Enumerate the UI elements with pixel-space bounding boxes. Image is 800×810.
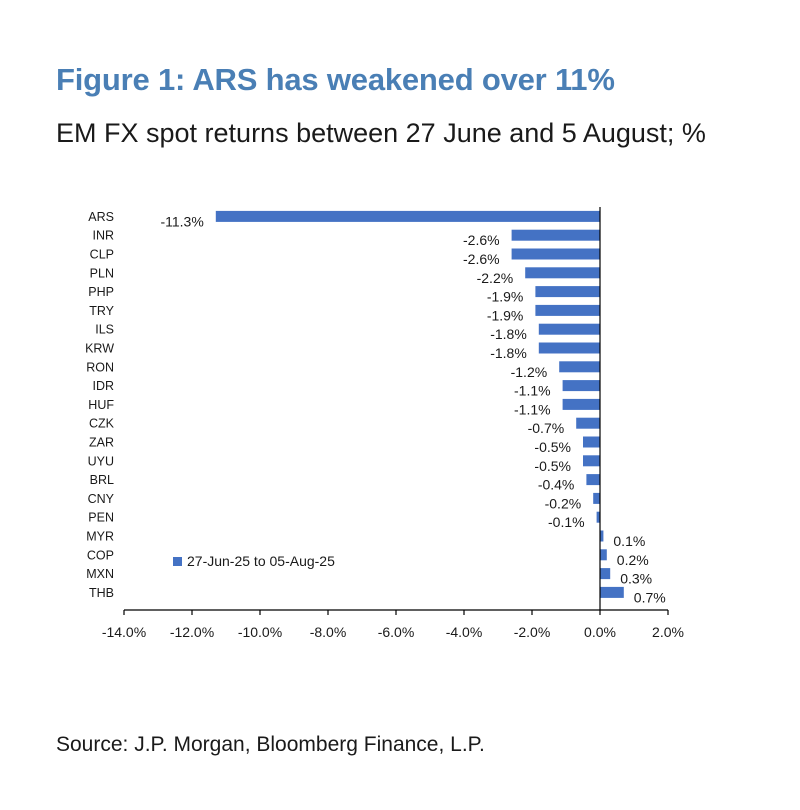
data-label: 0.7% bbox=[634, 589, 666, 605]
chart-legend: 27-Jun-25 to 05-Aug-25 bbox=[173, 553, 335, 569]
data-label: -11.3% bbox=[160, 213, 203, 229]
category-label: ILS bbox=[95, 323, 114, 337]
bar bbox=[583, 436, 600, 448]
x-tick-label: -12.0% bbox=[170, 624, 214, 640]
data-label: 0.1% bbox=[613, 533, 645, 549]
bar bbox=[600, 568, 611, 580]
data-label: -0.7% bbox=[528, 420, 565, 436]
bar bbox=[600, 530, 604, 542]
x-tick-label: -8.0% bbox=[310, 624, 347, 640]
data-label: -1.8% bbox=[490, 345, 527, 361]
bar bbox=[535, 286, 600, 298]
category-label: CNY bbox=[88, 492, 115, 506]
x-tick-label: -2.0% bbox=[514, 624, 551, 640]
data-label: -1.8% bbox=[490, 326, 527, 342]
data-label: -2.2% bbox=[477, 270, 514, 286]
category-label: ARS bbox=[88, 210, 114, 224]
bar bbox=[559, 361, 600, 373]
bar bbox=[538, 323, 600, 335]
x-tick-label: -4.0% bbox=[446, 624, 483, 640]
source-note: Source: J.P. Morgan, Bloomberg Finance, … bbox=[56, 733, 485, 756]
bar bbox=[586, 474, 600, 486]
data-label: 0.2% bbox=[617, 552, 649, 568]
data-label: -2.6% bbox=[463, 251, 500, 267]
data-label: -0.5% bbox=[534, 458, 571, 474]
category-label: TRY bbox=[89, 304, 114, 318]
legend-swatch bbox=[173, 557, 182, 566]
category-label: MXN bbox=[86, 567, 114, 581]
category-label: PLN bbox=[90, 266, 114, 280]
bar bbox=[562, 380, 600, 392]
category-label: PHP bbox=[88, 285, 114, 299]
category-label: INR bbox=[92, 229, 114, 243]
x-tick-label: 0.0% bbox=[584, 624, 616, 640]
data-label: -1.1% bbox=[514, 401, 551, 417]
bar bbox=[593, 492, 600, 504]
category-label: IDR bbox=[92, 379, 114, 393]
category-label: ZAR bbox=[89, 436, 114, 450]
data-label: -1.2% bbox=[511, 364, 548, 380]
category-label: RON bbox=[86, 360, 114, 374]
data-label: -2.6% bbox=[463, 232, 500, 248]
data-label: -0.1% bbox=[548, 514, 585, 530]
bar bbox=[576, 417, 600, 429]
data-label: 0.3% bbox=[620, 571, 652, 587]
legend-label: 27-Jun-25 to 05-Aug-25 bbox=[187, 553, 335, 569]
category-label: CZK bbox=[89, 417, 115, 431]
x-tick-label: -10.0% bbox=[238, 624, 282, 640]
data-label: -1.9% bbox=[487, 289, 524, 305]
x-tick-label: 2.0% bbox=[652, 624, 684, 640]
bar bbox=[535, 304, 600, 316]
bar bbox=[583, 455, 600, 467]
data-label: -1.1% bbox=[514, 383, 551, 399]
bar bbox=[525, 267, 600, 279]
bar-chart: ARS -11.3% INR -2.6% CLP -2.6% PLN -2.2% PHP -1.9… bbox=[85, 207, 684, 640]
category-label: PEN bbox=[88, 511, 114, 525]
bar bbox=[511, 229, 600, 241]
chart-subtitle: EM FX spot returns between 27 June and 5… bbox=[56, 118, 706, 148]
chart-title: Figure 1: ARS has weakened over 11% bbox=[56, 62, 615, 97]
category-label: UYU bbox=[88, 454, 114, 468]
bar bbox=[600, 586, 624, 598]
category-label: THB bbox=[89, 586, 114, 600]
bar bbox=[562, 398, 600, 410]
bar bbox=[596, 511, 600, 523]
category-label: KRW bbox=[85, 342, 114, 356]
data-label: -0.4% bbox=[538, 477, 575, 493]
category-label: COP bbox=[87, 548, 114, 562]
bar bbox=[511, 248, 600, 260]
bar bbox=[215, 210, 601, 222]
data-label: -0.2% bbox=[545, 495, 582, 511]
plot-area: ARS -11.3% INR -2.6% CLP -2.6% PLN -2.2% PHP -1.9… bbox=[85, 207, 684, 640]
x-tick-label: -6.0% bbox=[378, 624, 415, 640]
bar bbox=[538, 342, 600, 354]
category-label: MYR bbox=[86, 530, 114, 544]
data-label: -0.5% bbox=[534, 439, 571, 455]
data-label: -1.9% bbox=[487, 307, 524, 323]
category-label: HUF bbox=[88, 398, 114, 412]
category-label: BRL bbox=[90, 473, 114, 487]
category-label: CLP bbox=[90, 248, 114, 262]
bar bbox=[600, 549, 607, 561]
x-tick-label: -14.0% bbox=[102, 624, 146, 640]
